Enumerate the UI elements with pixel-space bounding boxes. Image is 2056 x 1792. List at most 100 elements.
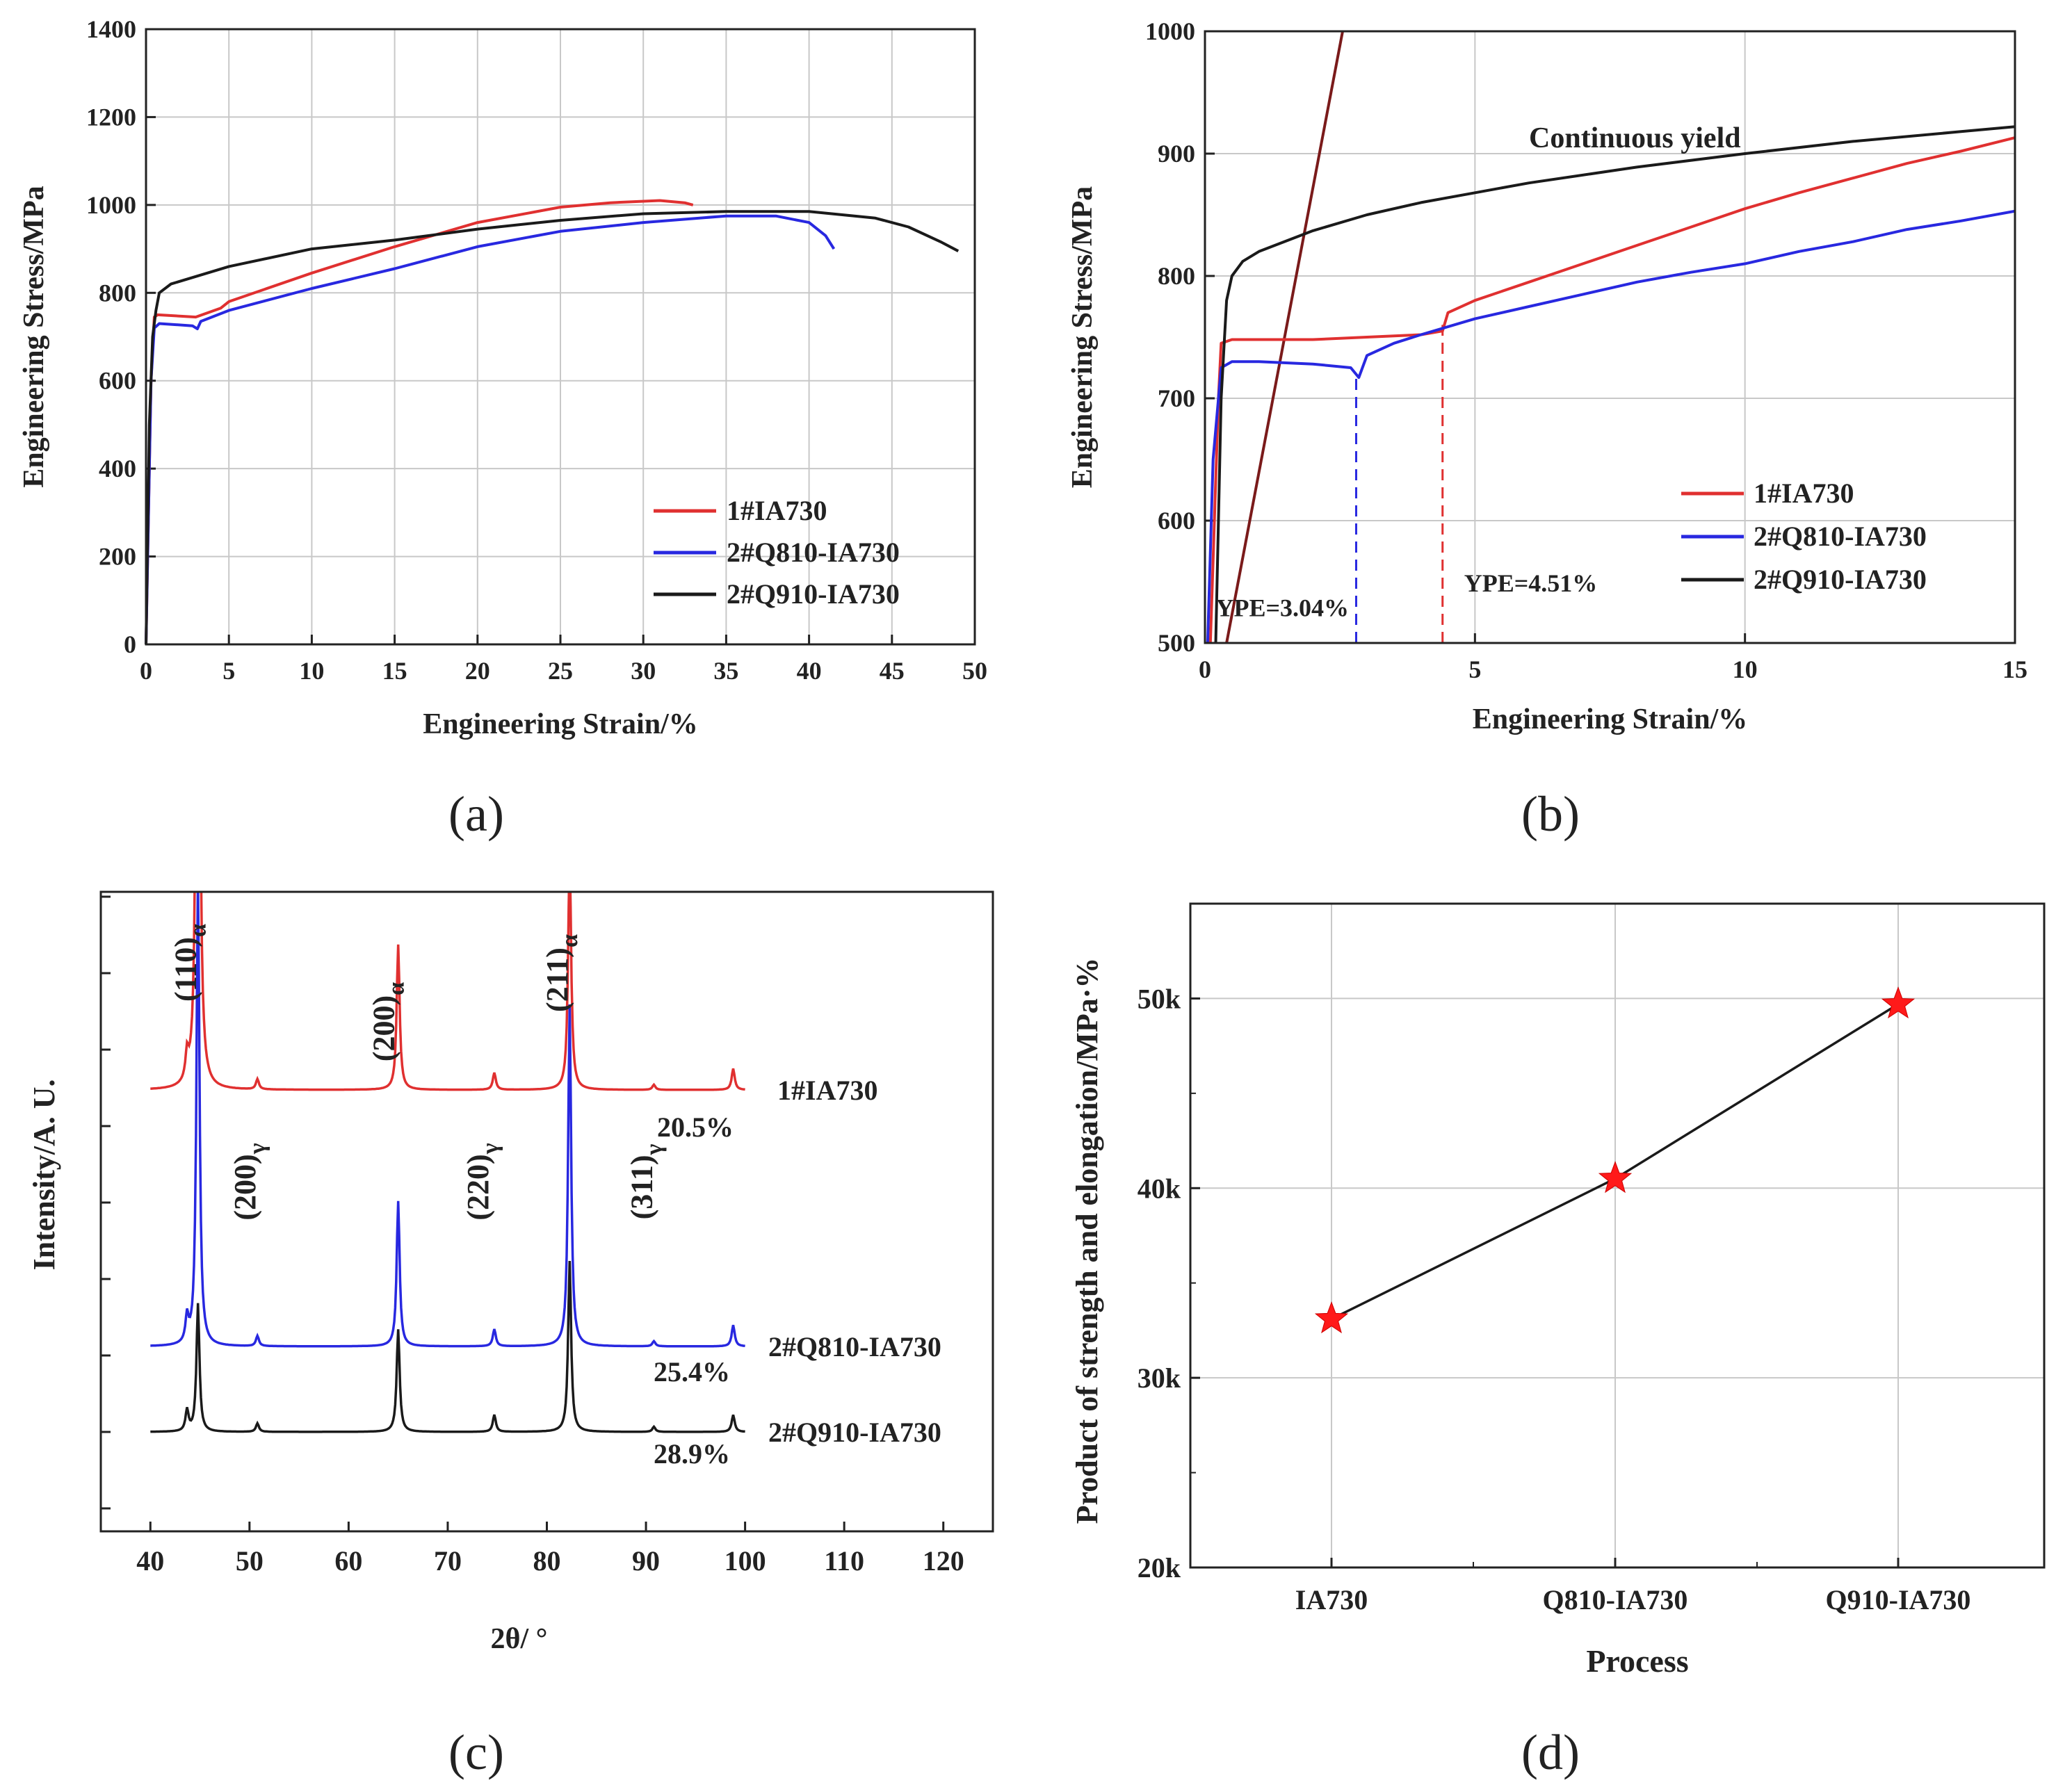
a-xtick-label: 0 [140,657,152,685]
c-y-axis-title: Intensity/A. U. [27,1079,61,1270]
c-peak-hkl: (110) [169,937,203,1002]
c-xtick-label: 110 [824,1545,864,1577]
a-xtick-label: 50 [962,657,987,685]
c-peak-label: (200)γ [228,1143,270,1220]
d-xtick-label: IA730 [1295,1584,1368,1615]
c-peak-label: (211)α [540,934,583,1012]
b-xtick-label: 5 [1468,655,1481,683]
panel-d: 20k 30k 40k 50k IA730 Q810-IA730 Q910-IA730 Pro… [1070,902,2046,1679]
a-x-axis-title: Engineering Strain/% [423,708,698,740]
d-ytick-label: 20k [1138,1552,1181,1583]
a-xtick-label: 20 [465,657,490,685]
b-annotation: YPE=4.51% [1464,569,1598,597]
c-peak-phase: α [186,924,211,937]
c-fraction-label: 20.5% [657,1111,734,1143]
b-legend-label: 1#IA730 [1754,478,1854,509]
c-peak-label: (200)α [367,982,410,1061]
c-xtick-label: 50 [236,1545,264,1577]
a-ytick-label: 1200 [86,103,136,131]
a-legend-label: 2#Q810-IA730 [727,537,900,568]
panel-b-label: (b) [1521,786,1580,842]
b-ytick-label: 500 [1158,629,1195,657]
c-frame [99,890,994,1533]
c-xtick-label: 90 [632,1545,660,1577]
panel-a-label: (a) [448,786,504,842]
a-series-line [145,214,836,645]
c-xtick-label: 40 [136,1545,164,1577]
c-peak-phase: α [557,934,583,947]
a-ytick-label: 0 [124,630,136,658]
c-peak-hkl: (200) [367,995,401,1061]
c-peak-label: (220)γ [461,1143,503,1220]
a-ytick-label: 800 [99,279,136,307]
b-series-line [1214,125,2015,643]
panel-c-label: (c) [448,1725,504,1780]
panel-a: 0 5 10 15 20 25 30 35 40 45 50 0 200 400 600 800 1000 120… [18,15,987,740]
d-x-axis-title: Process [1586,1643,1688,1679]
b-y-axis-title: Engineering Stress/MPa [1067,186,1099,488]
panel-b: 0 5 10 15 500 600 700 800 900 1000 Continuous yiel… [1067,17,2027,735]
d-ytick-label: 40k [1138,1173,1181,1204]
c-peak-phase: α [384,982,410,995]
d-star-marker [1598,1161,1633,1194]
a-ytick-label: 400 [99,455,136,482]
b-legend-label: 2#Q810-IA730 [1754,521,1927,552]
b-legend-label: 2#Q910-IA730 [1754,564,1927,595]
c-series-line [150,892,745,1091]
a-y-axis-title: Engineering Stress/MPa [18,186,50,487]
b-series-line [1208,136,2015,643]
c-xtick-label: 60 [334,1545,362,1577]
c-series-label: 2#Q810-IA730 [768,1331,941,1362]
panel-d-label: (d) [1521,1725,1580,1780]
c-xtick-label: 70 [434,1545,462,1577]
d-frame [1189,902,2046,1569]
a-ytick-label: 1000 [86,191,136,219]
d-star-marker [1881,986,1916,1019]
a-xtick-label: 25 [548,657,573,685]
c-plot-area [150,892,745,1433]
c-xtick-label: 100 [725,1545,766,1577]
d-star-marker [1314,1301,1349,1334]
d-ytick-label: 30k [1138,1362,1181,1394]
d-ytick-label: 50k [1138,983,1181,1014]
c-xtick-label: 120 [923,1545,964,1577]
b-annotation: YPE=3.04% [1216,594,1350,621]
c-fraction-label: 25.4% [654,1356,730,1387]
a-xtick-label: 40 [797,657,822,685]
b-ytick-label: 900 [1158,140,1195,168]
a-xtick-label: 15 [382,657,407,685]
b-annotation: Continuous yield [1529,122,1741,154]
a-frame [145,28,976,646]
a-ytick-label: 600 [99,367,136,395]
b-series-line [1206,209,2015,643]
a-xtick-label: 5 [222,657,235,685]
a-series-line [145,210,960,645]
c-fraction-label: 28.9% [654,1438,730,1469]
c-series-label: 2#Q910-IA730 [768,1417,941,1448]
b-ytick-label: 700 [1158,384,1195,412]
c-series-line [150,1260,745,1433]
b-plot-area [1206,31,2015,643]
a-legend-label: 1#IA730 [727,495,827,526]
b-xtick-label: 15 [2002,655,2027,683]
b-xtick-label: 10 [1733,655,1758,683]
b-ytick-label: 600 [1158,507,1195,535]
c-peak-label: (311)γ [624,1144,667,1220]
c-series-label: 1#IA730 [777,1075,877,1106]
a-xtick-label: 35 [713,657,738,685]
b-frame [1204,30,2016,644]
panel-c: 40 50 60 70 80 90 100 110 120 1#IA730 20.5% 2#Q810-… [27,890,994,1655]
a-legend-label: 2#Q910-IA730 [727,578,900,610]
c-peak-phase: γ [245,1143,270,1155]
b-x-axis-title: Engineering Strain/% [1473,703,1748,735]
b-ytick-label: 800 [1158,262,1195,290]
c-peak-hkl: (220) [461,1154,495,1220]
a-ytick-label: 200 [99,543,136,571]
c-peak-phase: γ [478,1143,503,1155]
a-xtick-label: 30 [631,657,656,685]
d-xtick-label: Q910-IA730 [1826,1584,1971,1615]
c-peak-phase: γ [641,1144,667,1156]
c-peak-hkl: (311) [624,1155,658,1220]
c-peak-hkl: (200) [228,1154,262,1220]
